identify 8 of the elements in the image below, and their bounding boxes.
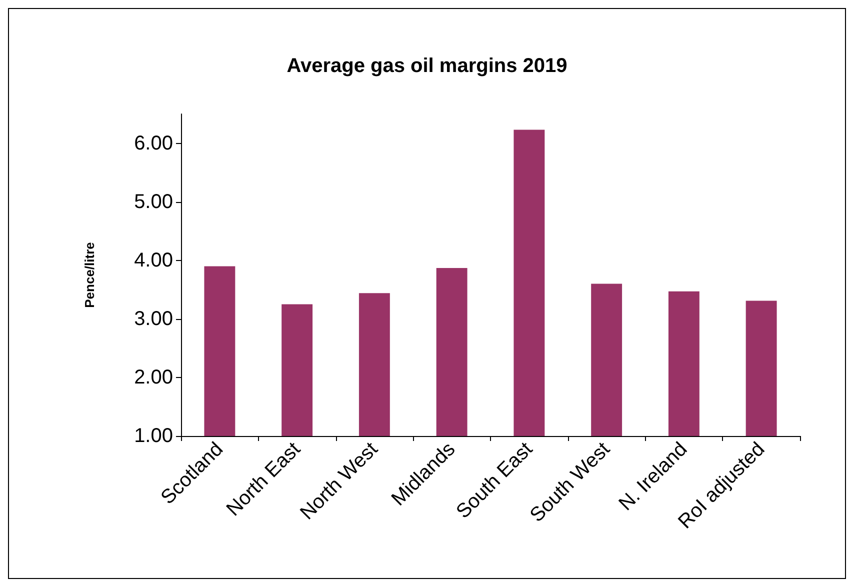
y-tick-label: 5.00 <box>134 190 173 213</box>
chart-title: Average gas oil margins 2019 <box>286 55 568 77</box>
y-axis-title: Pence/litre <box>82 242 97 308</box>
y-tick-label: 4.00 <box>134 249 173 272</box>
y-tick-label: 1.00 <box>134 425 173 447</box>
y-tick-label: 2.00 <box>134 366 173 388</box>
y-tick-label: 6.00 <box>134 132 173 154</box>
y-tick-label: 3.00 <box>134 308 173 330</box>
